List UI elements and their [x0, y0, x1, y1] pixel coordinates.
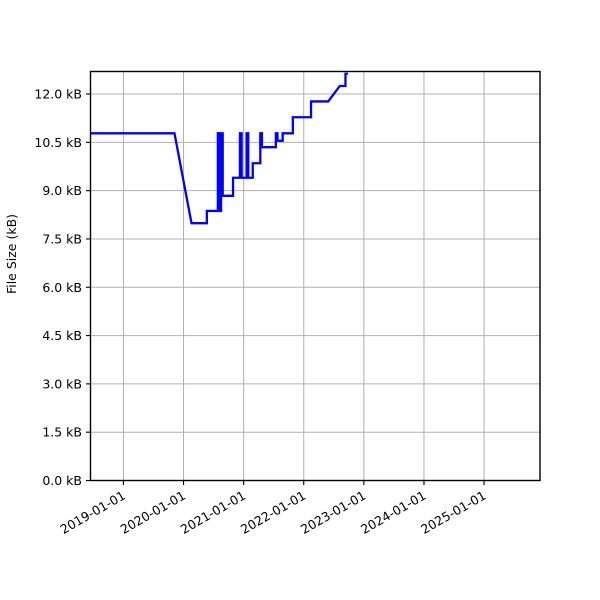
- y-axis-title: File Size (kB): [4, 214, 19, 294]
- y-tick-label-5: 7.5 kB: [42, 231, 82, 246]
- x-tick-label-4: 2023-01-01: [298, 488, 368, 537]
- y-tick-label-2: 3.0 kB: [42, 376, 82, 391]
- y-tick-label-1: 1.5 kB: [42, 425, 82, 440]
- y-tick-label-0: 0.0 kB: [42, 473, 82, 488]
- file-size-line: [90, 72, 348, 225]
- plot-background: [90, 71, 540, 481]
- y-tick-label-8: 12.0 kB: [34, 87, 82, 102]
- plot-frame: [89, 70, 541, 482]
- x-tick-label-3: 2022-01-01: [238, 488, 308, 537]
- x-tick-label-2: 2021-01-01: [178, 488, 248, 537]
- x-tick-label-6: 2025-01-01: [418, 488, 488, 537]
- y-tick-label-7: 10.5 kB: [34, 135, 82, 150]
- y-tick-label-6: 9.0 kB: [42, 183, 82, 198]
- x-tick-label-0: 2019-01-01: [58, 488, 128, 537]
- x-tick-label-1: 2020-01-01: [118, 488, 188, 537]
- x-tick-label-5: 2024-01-01: [358, 488, 428, 537]
- y-tick-label-4: 6.0 kB: [42, 280, 82, 295]
- y-tick-label-3: 4.5 kB: [42, 328, 82, 343]
